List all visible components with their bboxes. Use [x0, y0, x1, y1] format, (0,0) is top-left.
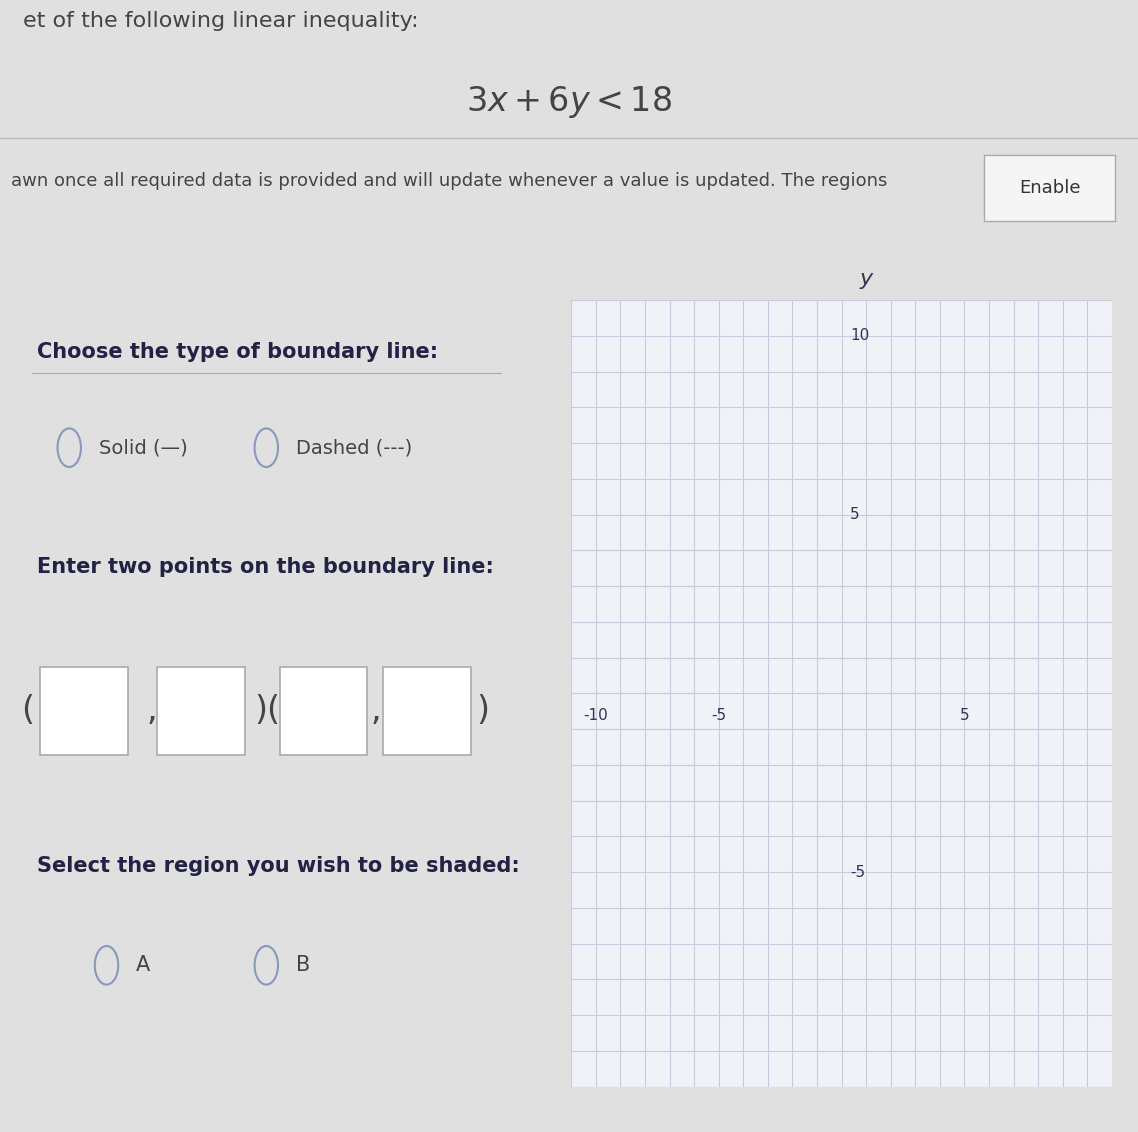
Text: Choose the type of boundary line:: Choose the type of boundary line:: [38, 342, 438, 362]
Text: ,: ,: [370, 694, 381, 728]
Text: B: B: [296, 955, 310, 976]
FancyBboxPatch shape: [280, 667, 368, 755]
FancyBboxPatch shape: [40, 667, 127, 755]
Text: 10: 10: [850, 328, 869, 343]
Text: ): ): [477, 694, 489, 728]
Text: ,: ,: [147, 694, 157, 728]
Text: (: (: [22, 694, 34, 728]
Text: )(: )(: [254, 694, 280, 728]
Text: 5: 5: [959, 708, 970, 722]
FancyBboxPatch shape: [157, 667, 245, 755]
FancyBboxPatch shape: [384, 667, 471, 755]
Text: A: A: [135, 955, 150, 976]
Text: $3x + 6y < 18$: $3x + 6y < 18$: [465, 84, 673, 120]
Text: awn once all required data is provided and will update whenever a value is updat: awn once all required data is provided a…: [11, 172, 888, 190]
Text: -5: -5: [850, 865, 865, 880]
Text: Select the region you wish to be shaded:: Select the region you wish to be shaded:: [38, 856, 520, 876]
Text: $y$: $y$: [859, 271, 875, 291]
Text: Dashed (---): Dashed (---): [296, 438, 412, 457]
Text: -5: -5: [711, 708, 726, 722]
Text: 5: 5: [850, 507, 860, 522]
Text: Enable: Enable: [1019, 179, 1081, 197]
Text: Solid (—): Solid (—): [99, 438, 188, 457]
Text: -10: -10: [584, 708, 608, 722]
Text: et of the following linear inequality:: et of the following linear inequality:: [23, 11, 419, 31]
Text: Enter two points on the boundary line:: Enter two points on the boundary line:: [38, 557, 494, 577]
